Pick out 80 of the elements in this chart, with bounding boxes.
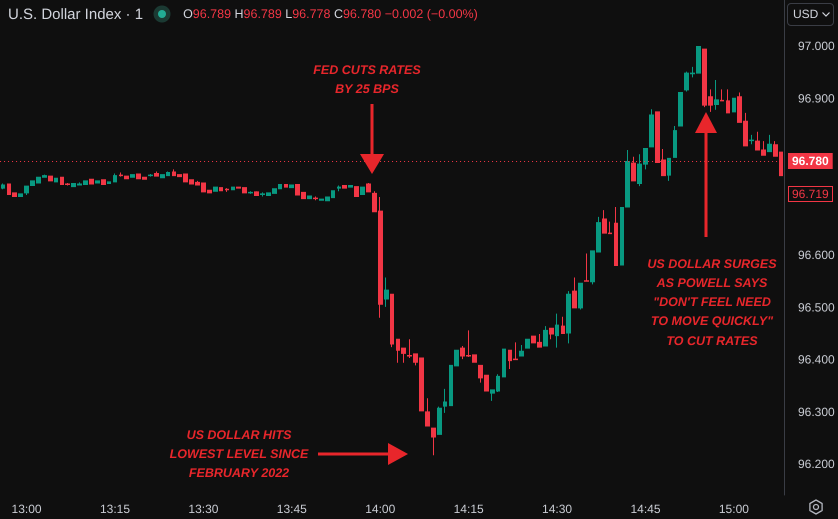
candlestick	[732, 98, 736, 112]
y-tick-label: 96.400	[798, 352, 836, 367]
candlestick	[561, 316, 565, 334]
candlestick	[425, 398, 430, 427]
candlestick	[673, 125, 677, 158]
x-tick-label: 13:30	[188, 502, 219, 516]
candlestick	[525, 338, 530, 349]
candlestick	[543, 326, 548, 347]
candlestick	[431, 428, 436, 456]
candlestick	[213, 186, 218, 192]
candlestick	[225, 188, 229, 192]
candlestick	[313, 196, 318, 201]
candlestick	[130, 174, 135, 178]
y-tick-label: 96.900	[798, 91, 836, 106]
candlestick	[555, 313, 559, 348]
candlestick	[572, 277, 577, 308]
candlestick	[284, 184, 288, 188]
candlestick	[113, 173, 117, 182]
candlestick	[384, 277, 389, 308]
candlestick	[519, 344, 524, 356]
text: 96.719	[788, 186, 833, 202]
x-tick-label: 15:00	[718, 502, 750, 516]
candlestick	[502, 348, 506, 378]
candlestick	[443, 388, 447, 414]
annotation: US DOLLAR HITS LOWEST LEVEL SINCE FEBRUARY 2022	[170, 426, 308, 482]
candlestick	[231, 186, 235, 190]
candlestick	[1, 182, 5, 190]
candlestick	[18, 193, 23, 198]
candlestick	[342, 185, 347, 189]
candlestick	[566, 290, 571, 344]
candlestick	[578, 282, 583, 310]
candlestick	[390, 294, 394, 348]
candlestick	[667, 158, 671, 182]
text: USD	[793, 7, 818, 21]
candlestick	[154, 170, 159, 177]
candlestick	[219, 187, 223, 192]
y-tick-label: 96.200	[798, 457, 836, 472]
annotation: FED CUTS RATES BY 25 BPS	[313, 62, 421, 98]
candlestick	[48, 176, 53, 182]
x-tick-label: 14:30	[542, 502, 572, 516]
candlestick	[714, 79, 719, 110]
ref-line-label: 96.780	[792, 154, 830, 168]
candlestick	[360, 186, 365, 195]
candlestick	[614, 206, 618, 266]
x-tick-label: 13:15	[100, 502, 130, 516]
y-tick-label: 96.500	[798, 300, 836, 314]
candlestick	[726, 88, 730, 114]
candlestick	[148, 174, 153, 178]
candlestick	[337, 185, 341, 192]
candlestick	[437, 406, 442, 435]
candlestick	[649, 108, 654, 148]
y-tick-label: 97.000	[798, 39, 836, 53]
x-tick-label: 13:00	[12, 502, 42, 516]
candlestick	[254, 190, 259, 196]
x-tick-label: 14:15	[454, 502, 484, 516]
candlestick	[348, 185, 353, 188]
x-tick-label: 14:00	[365, 502, 396, 516]
candlestick	[720, 88, 724, 102]
candlestick	[89, 178, 94, 184]
candlestick	[101, 179, 106, 186]
chart-title: U.S. Dollar Index · 1	[8, 6, 144, 22]
candlestick	[54, 177, 58, 183]
candlestick	[289, 184, 294, 188]
candlestick	[107, 181, 111, 184]
candlestick	[767, 134, 772, 152]
candlestick	[549, 328, 554, 340]
candlestick	[366, 182, 371, 192]
text: O96.789 H96.789 L96.778 C96.780 −0.002 (−0.00%)	[183, 7, 478, 21]
x-tick-label: 14:45	[630, 502, 661, 516]
candlestick	[95, 180, 100, 184]
candlestick	[248, 190, 253, 194]
candlestick	[678, 92, 683, 126]
candlestick	[354, 186, 359, 198]
candlestick	[749, 134, 754, 145]
y-tick-label: 96.600	[798, 248, 836, 262]
candlestick	[584, 253, 589, 282]
candlestick	[307, 196, 312, 200]
y-tick-label: 96.300	[798, 404, 836, 419]
x-tick-label: 13:45	[276, 502, 308, 516]
annotation: US DOLLAR SURGES AS POWELL SAYS "DON'T FEEL NEED TO MOVE QUICKLY" TO CUT RATES	[647, 256, 777, 350]
